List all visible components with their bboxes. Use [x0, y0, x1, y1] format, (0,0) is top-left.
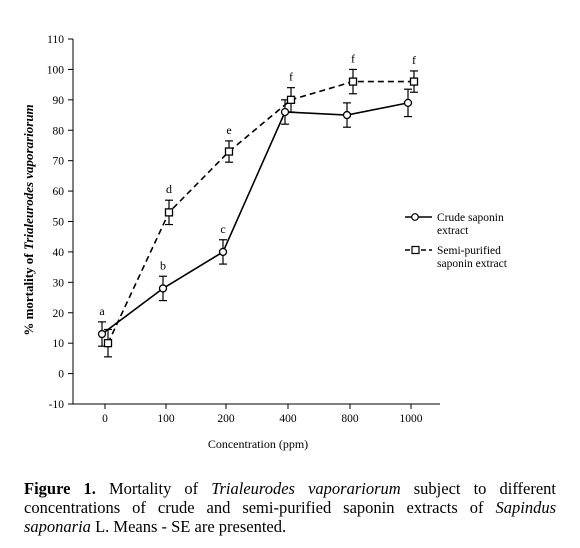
- x-tick-label: 200: [217, 413, 235, 425]
- caption-text-1: Mortality of: [95, 479, 212, 498]
- data-point: [348, 77, 358, 86]
- chart-axes: -10 0 10 20 30 40 50 60 70 80 90 100 110 0 100 200 400 80…: [47, 34, 440, 425]
- caption-text-3: L. Means - SE are presented.: [90, 517, 287, 536]
- series-line: [107, 80, 414, 344]
- y-tick-label: 20: [53, 308, 65, 320]
- legend-marker: [411, 213, 419, 221]
- data-point: [218, 247, 228, 257]
- y-tick-label: 50: [53, 217, 65, 229]
- mortality-line-chart: -10 0 10 20 30 40 50 60 70 80 90 100 110 0 100 200 400 80…: [21, 34, 508, 451]
- series-line: [101, 102, 409, 335]
- y-tick-label: 0: [58, 369, 64, 381]
- x-axis-label: Concentration (ppm): [208, 437, 308, 451]
- y-tick-label: 40: [53, 247, 65, 259]
- y-tick-label: 100: [47, 64, 65, 76]
- data-label: f: [412, 53, 416, 67]
- y-tick-label: 90: [53, 95, 65, 107]
- data-point: [164, 208, 174, 217]
- data-point: [103, 339, 113, 348]
- y-axis-label: % mortality of Trialeurodes vaporariorum: [21, 104, 36, 335]
- data-label: e: [226, 123, 231, 137]
- figure-caption: Figure 1. Mortality of Trialeurodes vapo…: [24, 479, 556, 536]
- figure-label: Figure 1.: [24, 479, 96, 498]
- caption-text-2: subject to different concentrations of c…: [24, 479, 556, 517]
- data-markers: [97, 77, 419, 348]
- y-tick-label: 70: [53, 156, 65, 168]
- data-label: b: [160, 258, 166, 272]
- y-axis-label-text: % mortality of: [21, 250, 36, 336]
- data-point: [280, 107, 290, 117]
- x-tick-label: 400: [279, 413, 297, 425]
- data-point: [224, 147, 234, 156]
- data-point: [409, 77, 419, 86]
- data-point: [403, 98, 413, 108]
- data-point: [286, 95, 296, 104]
- significance-letters: a b c d e f f f: [99, 51, 416, 317]
- error-bars: [98, 68, 418, 358]
- data-point: [158, 284, 168, 293]
- y-tick-label: 30: [53, 277, 65, 289]
- legend-label: saponin extract: [437, 258, 508, 270]
- legend-label: Semi-purified: [437, 245, 501, 257]
- caption-plant: Sapindus saponaria: [24, 498, 556, 536]
- y-axis-label-species: Trialeurodes vaporariorum: [21, 104, 36, 250]
- data-label: f: [351, 51, 355, 65]
- x-tick-label: 1000: [400, 413, 423, 425]
- y-tick-label: 10: [53, 338, 65, 350]
- series-lines: [101, 80, 414, 344]
- legend-label: extract: [437, 225, 469, 237]
- data-label: d: [166, 182, 172, 196]
- caption-species: Trialeurodes vaporariorum: [211, 479, 401, 498]
- legend-label: Crude saponin: [437, 212, 504, 224]
- data-label: f: [289, 70, 293, 84]
- data-point: [97, 329, 107, 339]
- x-tick-label: 100: [157, 413, 175, 425]
- y-tick-label: 110: [47, 34, 64, 46]
- data-point: [342, 110, 352, 120]
- x-tick-label: 0: [102, 413, 108, 425]
- data-label: c: [220, 222, 225, 236]
- data-label: a: [99, 304, 105, 318]
- x-tick-label: 800: [341, 413, 359, 425]
- y-tick-label: -10: [49, 399, 65, 411]
- y-tick-label: 60: [53, 186, 65, 198]
- legend-marker: [411, 245, 420, 255]
- y-tick-label: 80: [53, 125, 65, 137]
